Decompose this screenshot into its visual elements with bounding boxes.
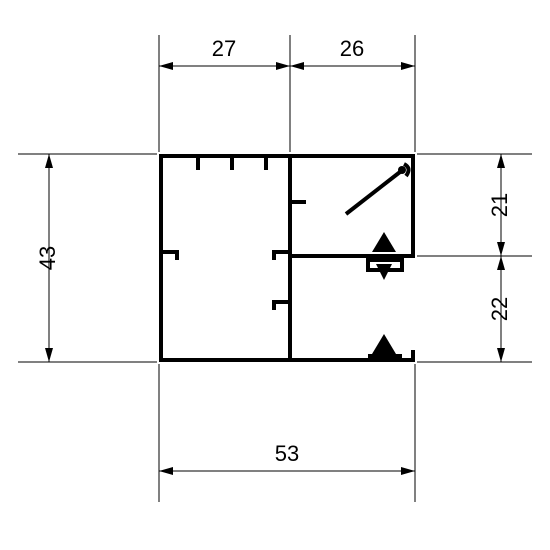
dim-top-right: 26 (340, 36, 364, 61)
dim-right-lower: 22 (487, 297, 512, 321)
dim-bottom: 53 (275, 441, 299, 466)
dim-left: 43 (35, 246, 60, 270)
profile-drawing: 27 26 43 21 22 53 (0, 0, 550, 550)
dim-top-left: 27 (212, 36, 236, 61)
dim-right-upper: 21 (487, 193, 512, 217)
